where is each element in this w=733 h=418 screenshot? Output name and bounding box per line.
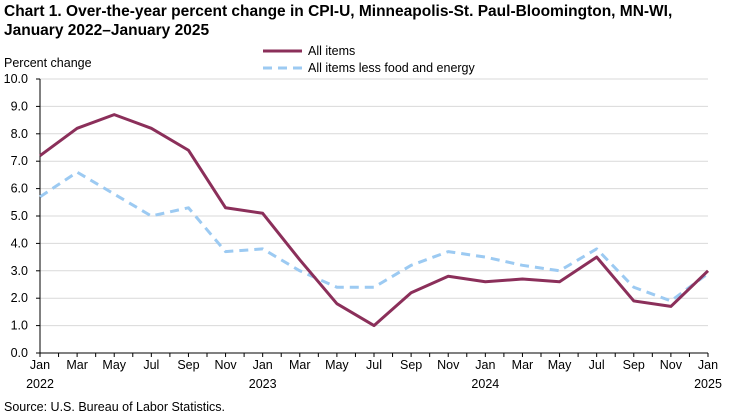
- x-tick-label: May: [325, 358, 349, 372]
- gridlines: [40, 78, 708, 327]
- x-tick-label: Sep: [177, 358, 199, 372]
- y-tick-label: 9.0: [11, 99, 28, 113]
- x-year-label: 2025: [694, 377, 722, 391]
- x-tick-label: Jul: [143, 358, 159, 372]
- series-all-items: [39, 113, 710, 328]
- y-tick-label: 4.0: [11, 236, 28, 250]
- chart-title-line-2: January 2022–January 2025: [4, 22, 210, 39]
- y-tick-label: 7.0: [11, 154, 28, 168]
- x-tick-labels: Jan Mar May Jul Sep Nov Jan Mar May Jul Sep Nov Jan M…: [26, 358, 722, 391]
- x-year-label: 2022: [26, 377, 54, 391]
- chart-title-line-1: Chart 1. Over-the-year percent change in…: [4, 3, 673, 20]
- y-tick-label: 3.0: [11, 264, 28, 278]
- series-line: [39, 170, 709, 303]
- x-tick-label: Jul: [366, 358, 382, 372]
- x-tick-label: Nov: [437, 358, 460, 372]
- y-axis-label: Percent change: [4, 56, 92, 70]
- x-tick-label: Nov: [214, 358, 237, 372]
- x-tick-label: Jan: [475, 358, 495, 372]
- legend-label: All items: [308, 44, 355, 58]
- series-line: [39, 113, 710, 328]
- x-tick-label: May: [548, 358, 572, 372]
- y-tick-label: 0.0: [11, 346, 28, 360]
- x-tick-label: Jan: [698, 358, 718, 372]
- chart-title: Chart 1. Over-the-year percent change in…: [4, 2, 729, 40]
- x-tick-label: Sep: [623, 358, 645, 372]
- axes: [36, 78, 709, 357]
- x-year-label: 2023: [249, 377, 277, 391]
- x-tick-label: Jan: [253, 358, 273, 372]
- x-tick-label: Nov: [660, 358, 683, 372]
- legend-label: All items less food and energy: [308, 61, 476, 75]
- x-tick-label: May: [102, 358, 126, 372]
- y-tick-labels: 0.0 1.0 2.0 3.0 4.0 5.0 6.0 7.0 8.0 9.0 10.0: [4, 72, 28, 360]
- x-tick-label: Mar: [66, 358, 88, 372]
- source-note: Source: U.S. Bureau of Labor Statistics.: [4, 400, 225, 414]
- y-tick-label: 6.0: [11, 182, 28, 196]
- x-year-label: 2024: [471, 377, 499, 391]
- y-tick-label: 2.0: [11, 291, 28, 305]
- y-tick-label: 1.0: [11, 319, 28, 333]
- series-all-items-less-food-and-energy: [39, 170, 709, 303]
- x-tick-label: Sep: [400, 358, 422, 372]
- y-tick-label: 10.0: [4, 72, 28, 86]
- legend: All items All items less food and energy: [263, 44, 476, 75]
- x-tick-label: Jan: [30, 358, 50, 372]
- x-tick-label: Mar: [289, 358, 311, 372]
- x-tick-label: Jul: [589, 358, 605, 372]
- series-layer: [39, 113, 710, 328]
- y-tick-label: 8.0: [11, 127, 28, 141]
- y-tick-label: 5.0: [11, 209, 28, 223]
- x-tick-label: Mar: [512, 358, 534, 372]
